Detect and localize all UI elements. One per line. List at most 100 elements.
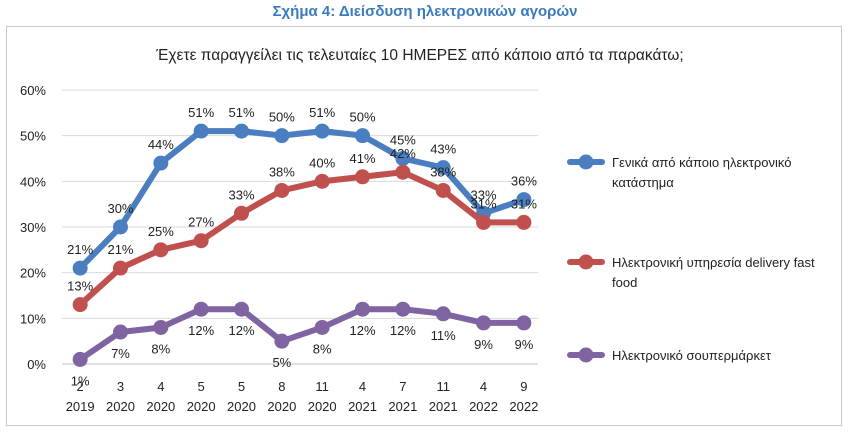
y-tick-label: 60% [20,83,46,98]
data-label: 9% [514,337,533,352]
data-point [314,173,330,189]
x-tick-label-top: 8 [278,379,285,394]
x-tick-label-top: 5 [238,379,245,394]
x-tick-label-bottom: 2020 [227,399,256,414]
data-label: 21% [67,242,93,257]
x-tick-label-top: 2 [77,379,84,394]
data-label: 21% [107,242,133,257]
data-point [72,260,88,276]
x-tick-label-bottom: 2019 [66,399,95,414]
data-point [476,315,492,331]
y-tick-label: 20% [20,266,46,281]
data-point [153,242,169,258]
x-tick-label-bottom: 2021 [429,399,458,414]
x-tick-label-top: 9 [520,379,527,394]
data-label: 38% [430,164,456,179]
data-label: 31% [511,196,537,211]
series-2: 13% 21% 25% 27% 33% 38% 40% 41% 42% 38% 31% 31% [67,146,537,313]
data-point [193,233,209,249]
data-point [395,151,411,166]
data-point [435,182,451,198]
data-label: 44% [148,137,174,152]
data-label: 45% [390,133,416,148]
series-line [77,169,527,308]
x-tick-label-bottom: 2021 [348,399,377,414]
data-label: 7% [111,346,130,361]
data-point [153,155,169,171]
data-label: 51% [309,105,335,120]
chart-frame [6,26,842,426]
figure-caption: Σχήμα 4: Διείσδυση ηλεκτρονικών αγορών [272,3,578,20]
x-tick-label-top: 4 [157,379,164,394]
data-label: 8% [313,341,332,356]
legend-item: Ηλεκτρονικό σουπερμάρκετ [567,347,772,363]
data-point [435,160,451,176]
x-tick-label-top: 7 [399,379,406,394]
x-tick-label-bottom: 2020 [267,399,296,414]
x-tick-label-bottom: 2021 [388,399,417,414]
y-tick-label: 40% [20,174,46,189]
data-label: 50% [269,110,295,125]
data-label: 41% [350,151,376,166]
legend-label: Γενικά από κάποιο ηλεκτρονικό [612,155,792,170]
data-label: 43% [430,142,456,157]
x-tick-label-bottom: 2022 [509,399,538,414]
y-tick-label: 10% [20,311,46,326]
data-label: 33% [471,187,497,202]
data-point [355,128,371,144]
x-tick-label-top: 11 [436,379,450,394]
data-label: 42% [390,146,416,161]
data-label: 8% [151,341,170,356]
data-label: 36% [511,174,537,189]
x-tick-label-bottom: 2020 [146,399,175,414]
data-point [516,315,532,331]
y-tick-label: 50% [20,129,46,144]
data-point [153,319,169,335]
data-label: 27% [188,215,214,230]
legend-label: food [612,275,637,290]
x-axis: 2 2019 3 2020 4 2020 5 2020 5 2020 8 2020 11 2020 4 202… [66,379,539,414]
data-point [274,128,290,144]
data-point [476,214,492,230]
data-point [193,123,209,139]
data-label: 38% [269,164,295,179]
data-label: 12% [188,323,214,338]
x-tick-label-bottom: 2020 [106,399,135,414]
x-tick-label-top: 11 [315,379,329,394]
data-label: 51% [228,105,254,120]
data-point [234,123,250,139]
data-point [274,333,290,349]
legend-marker [578,154,594,170]
data-label: 50% [350,110,376,125]
data-point [72,351,88,367]
legend-item: Ηλεκτρονική υπηρεσία delivery fast food [567,254,815,290]
data-label: 33% [228,187,254,202]
data-label: 40% [309,155,335,170]
y-tick-label: 0% [27,357,46,372]
data-label: 12% [228,323,254,338]
data-point [234,205,250,221]
data-label: 1% [71,373,90,388]
legend-label: Ηλεκτρονικό σουπερμάρκετ [612,348,772,363]
series-1: 21% 30% 44% 51% 51% 50% 51% 50% 45% 43% 33% 36% [67,105,537,276]
legend-marker [578,347,594,363]
data-point [314,123,330,139]
data-point [112,324,128,340]
data-label: 5% [272,355,291,370]
data-label: 12% [350,323,376,338]
data-point [516,214,532,230]
data-label: 30% [107,201,133,216]
data-label: 25% [148,224,174,239]
data-label: 9% [474,337,493,352]
data-point [516,192,532,208]
data-point [355,169,371,185]
x-tick-label-bottom: 2020 [308,399,337,414]
x-tick-label-top: 4 [359,379,366,394]
series-line [77,128,527,272]
data-point [314,319,330,335]
data-point [395,164,411,180]
data-point [395,301,411,317]
series-group: 21% 30% 44% 51% 51% 50% 51% 50% 45% 43% 33% 36% 13% 2… [67,105,537,388]
data-label: 51% [188,105,214,120]
